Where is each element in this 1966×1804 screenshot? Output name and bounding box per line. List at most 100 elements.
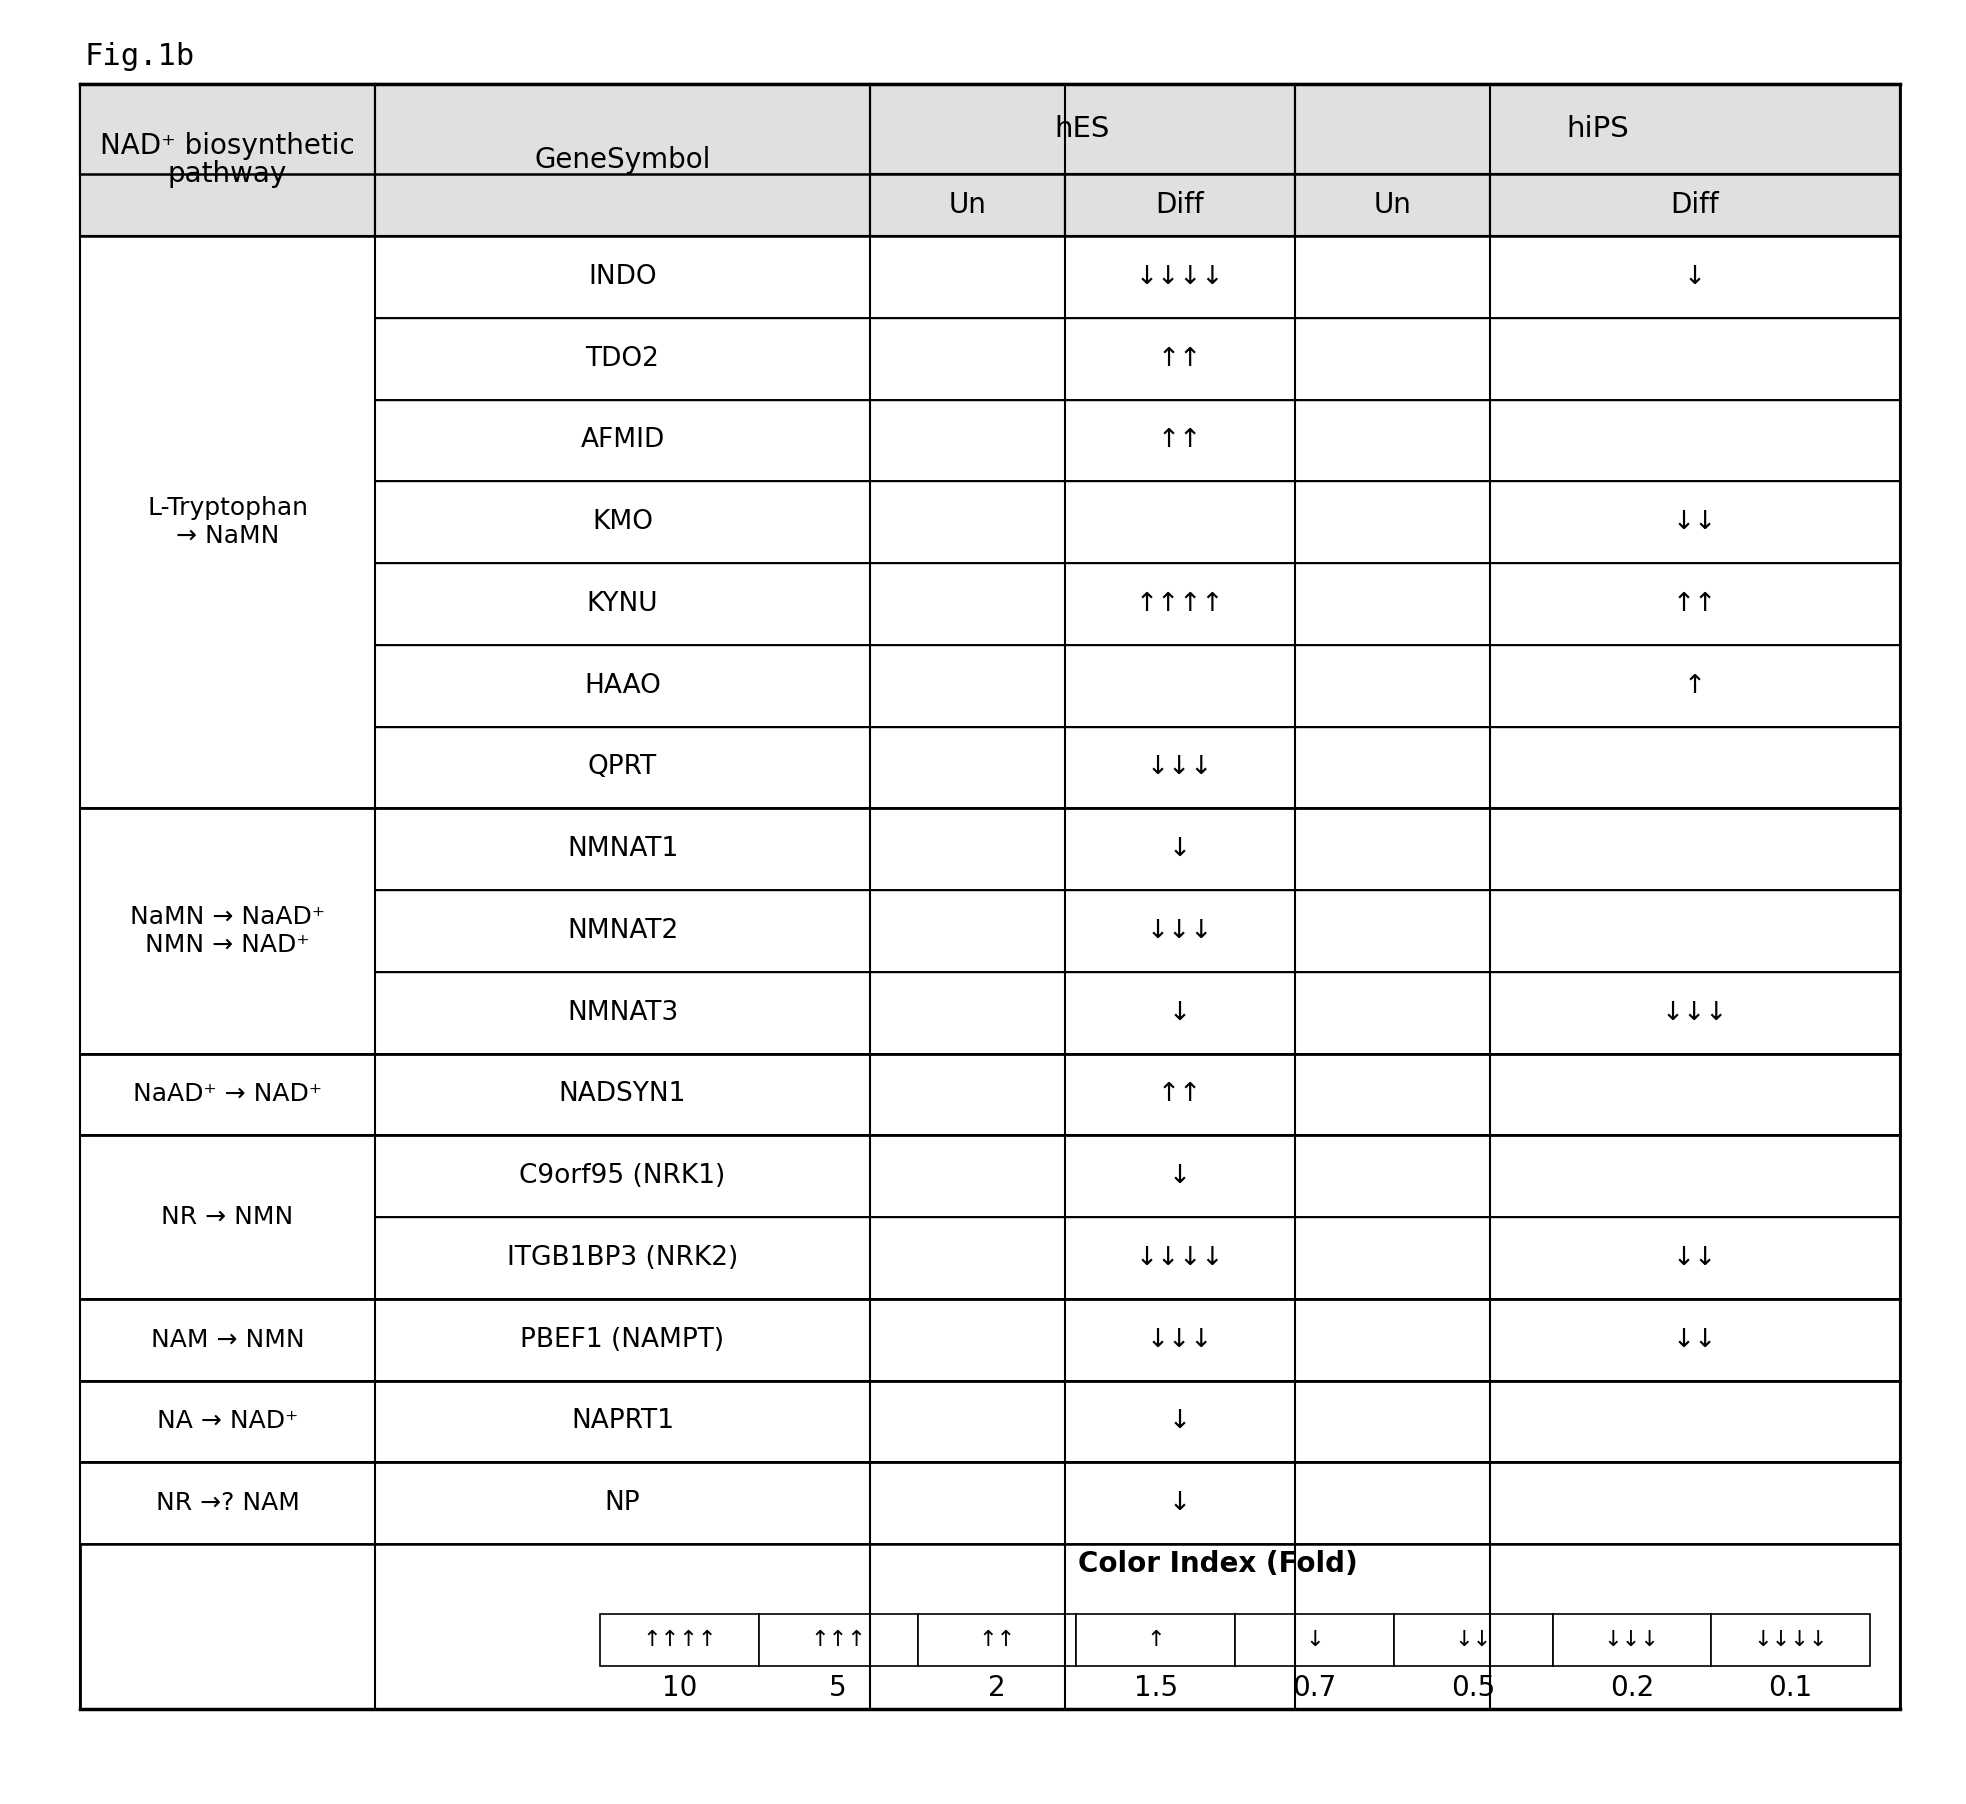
Text: ↓↓↓: ↓↓↓: [1604, 1631, 1659, 1651]
Bar: [1296, 173, 1490, 236]
Bar: [1553, 1615, 1710, 1667]
Bar: [1490, 1463, 1899, 1544]
Bar: [871, 1380, 1066, 1463]
Bar: [81, 85, 376, 173]
Bar: [600, 1615, 759, 1667]
Bar: [1296, 1135, 1490, 1218]
Bar: [871, 482, 1066, 563]
Text: INDO: INDO: [588, 263, 657, 290]
Bar: [376, 1299, 871, 1380]
Bar: [376, 808, 871, 889]
Text: Diff: Diff: [1671, 191, 1720, 218]
Bar: [1066, 972, 1296, 1054]
Bar: [81, 808, 376, 1054]
Text: AFMID: AFMID: [580, 428, 665, 453]
Bar: [759, 1615, 918, 1667]
Bar: [81, 1135, 376, 1299]
Bar: [1235, 1615, 1394, 1667]
Bar: [81, 1299, 376, 1380]
Bar: [81, 1054, 376, 1135]
Text: 0.1: 0.1: [1769, 1674, 1813, 1701]
Text: NAD⁺ biosynthetic: NAD⁺ biosynthetic: [100, 132, 356, 161]
Text: ↑↑↑↑: ↑↑↑↑: [643, 1631, 718, 1651]
Text: ↑↑: ↑↑: [1158, 346, 1201, 372]
Bar: [871, 173, 1066, 236]
Text: ↑: ↑: [1685, 673, 1706, 698]
Bar: [871, 808, 1066, 889]
Bar: [1066, 563, 1296, 644]
Bar: [871, 644, 1066, 727]
Bar: [1296, 236, 1490, 318]
Bar: [81, 236, 376, 808]
Bar: [871, 889, 1066, 972]
Text: ↑↑↑↑: ↑↑↑↑: [1136, 592, 1225, 617]
Text: ITGB1BP3 (NRK2): ITGB1BP3 (NRK2): [507, 1245, 737, 1270]
Bar: [1066, 399, 1296, 482]
Bar: [1066, 318, 1296, 399]
Text: Fig.1b: Fig.1b: [85, 41, 195, 70]
Text: ↑: ↑: [1146, 1631, 1166, 1651]
Bar: [376, 972, 871, 1054]
Bar: [1490, 644, 1899, 727]
Text: 0.5: 0.5: [1451, 1674, 1496, 1701]
Text: pathway: pathway: [167, 161, 287, 188]
Bar: [376, 85, 871, 173]
Bar: [1490, 1135, 1899, 1218]
Text: NR →? NAM: NR →? NAM: [155, 1492, 299, 1515]
Bar: [1490, 173, 1899, 236]
Bar: [1490, 399, 1899, 482]
Bar: [871, 1054, 1066, 1135]
Bar: [376, 563, 871, 644]
Text: ↓↓↓: ↓↓↓: [1661, 999, 1728, 1026]
Bar: [1490, 1380, 1899, 1463]
Bar: [1296, 1299, 1490, 1380]
Bar: [376, 1463, 871, 1544]
Text: NAM → NMN: NAM → NMN: [151, 1328, 305, 1351]
Text: NR → NMN: NR → NMN: [161, 1205, 293, 1229]
Bar: [1490, 972, 1899, 1054]
Text: ↓↓↓: ↓↓↓: [1146, 1326, 1213, 1353]
Bar: [376, 1380, 871, 1463]
Bar: [1296, 808, 1490, 889]
Bar: [1490, 1218, 1899, 1299]
Text: NADSYN1: NADSYN1: [558, 1081, 686, 1108]
Text: NA → NAD⁺: NA → NAD⁺: [157, 1409, 299, 1434]
Text: NMNAT3: NMNAT3: [566, 999, 678, 1026]
Text: 5: 5: [830, 1674, 847, 1701]
Bar: [1066, 1463, 1296, 1544]
Text: 0.7: 0.7: [1292, 1674, 1337, 1701]
Text: NP: NP: [606, 1490, 641, 1515]
Bar: [81, 1380, 376, 1463]
Text: QPRT: QPRT: [588, 754, 657, 781]
Bar: [1066, 1218, 1296, 1299]
Text: TDO2: TDO2: [586, 346, 659, 372]
Bar: [918, 1615, 1075, 1667]
Text: NaAD⁺ → NAD⁺: NaAD⁺ → NAD⁺: [134, 1082, 322, 1106]
Bar: [871, 85, 1296, 173]
Bar: [81, 1463, 376, 1544]
Text: ↑↑↑: ↑↑↑: [810, 1631, 867, 1651]
Text: GeneSymbol: GeneSymbol: [535, 146, 710, 173]
Bar: [871, 563, 1066, 644]
Text: 0.2: 0.2: [1610, 1674, 1653, 1701]
Bar: [376, 644, 871, 727]
Text: ↓: ↓: [1170, 999, 1191, 1026]
Bar: [376, 399, 871, 482]
Bar: [1066, 482, 1296, 563]
Bar: [1490, 808, 1899, 889]
Text: ↓: ↓: [1170, 1490, 1191, 1515]
Bar: [1296, 482, 1490, 563]
Bar: [1710, 1615, 1870, 1667]
Bar: [376, 236, 871, 318]
Text: ↑↑: ↑↑: [1158, 428, 1201, 453]
Bar: [376, 482, 871, 563]
Text: ↓↓↓↓: ↓↓↓↓: [1136, 263, 1225, 290]
Bar: [1066, 236, 1296, 318]
Text: ↓↓: ↓↓: [1673, 1326, 1716, 1353]
Bar: [871, 1135, 1066, 1218]
Text: Un: Un: [948, 191, 987, 218]
Bar: [1296, 563, 1490, 644]
Text: 2: 2: [989, 1674, 1007, 1701]
Bar: [871, 1218, 1066, 1299]
Bar: [1296, 972, 1490, 1054]
